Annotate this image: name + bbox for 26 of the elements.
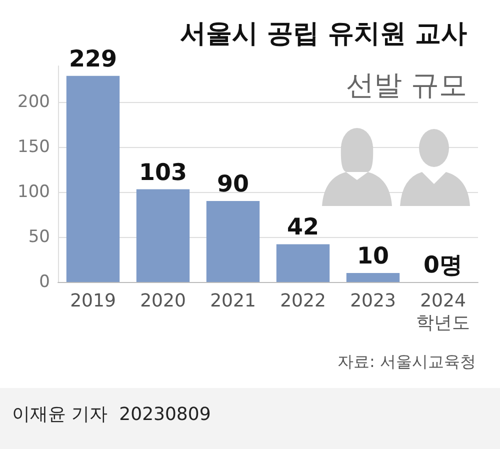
data-label: 103 [138,160,188,186]
bar [346,273,400,282]
x-tick-label: 2020 [140,290,186,312]
chart-title: 서울시 공립 유치원 교사 [180,19,467,49]
x-tick-label: 2022 [280,290,326,312]
data-label: 90 [216,172,250,198]
text: 자료: 서울시교육청 [338,352,476,373]
data-label: 42 [286,214,320,241]
data-label: 0명 [423,252,463,278]
chart-subtitle: 선발 규모 [346,68,468,102]
y-tick-label: 50 [28,227,50,247]
y-tick-label: 100 [18,182,50,202]
y-tick-label: 200 [18,92,50,112]
data-label: 10 [356,244,390,270]
bar [206,201,260,282]
x-tick-label: 2023 [350,290,396,312]
y-tick-label: 150 [18,137,50,157]
bar [276,244,330,282]
x-tick-label: 2019 [70,290,116,312]
x-tick-label: 2024 학년도 [416,290,470,334]
y-tick-label: 0 [39,272,50,292]
bar [66,76,120,282]
data-label: 229 [68,46,118,72]
x-tick-label: 2021 [210,290,256,312]
text: 이재윤 기자 20230809 [12,403,211,426]
bar [136,189,190,282]
